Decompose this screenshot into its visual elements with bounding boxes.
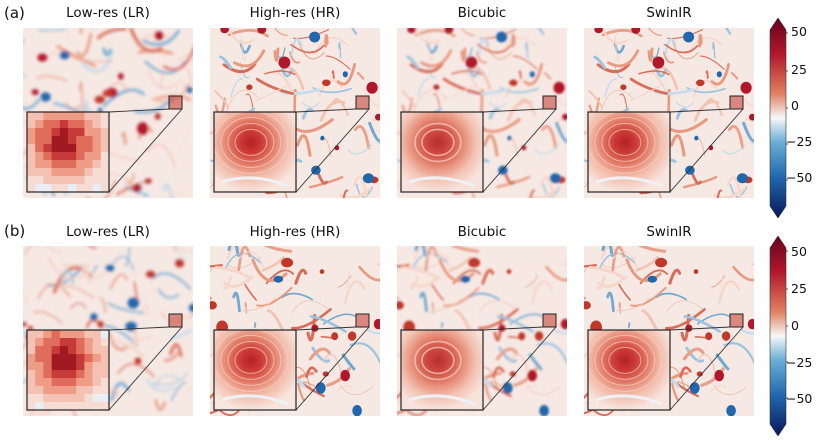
colorbar-b-tick-0: 0 xyxy=(791,318,799,333)
panel-image xyxy=(584,28,754,198)
panel-swinir-a xyxy=(584,28,754,198)
panel-lr-a xyxy=(23,28,193,198)
title-lr-a: Low-res (LR) xyxy=(66,5,150,21)
panel-image xyxy=(23,246,193,416)
title-bicubic-a: Bicubic xyxy=(457,5,507,21)
panel-hr-a xyxy=(210,28,380,198)
panel-lr-b xyxy=(23,246,193,416)
panel-bicubic-b xyxy=(397,246,567,416)
panel-image xyxy=(210,28,380,198)
panel-image xyxy=(23,28,193,198)
panel-bicubic-a xyxy=(397,28,567,198)
panel-image xyxy=(584,246,754,416)
colorbar-a-tick-m50: −50 xyxy=(786,170,813,185)
title-hr-b: High-res (HR) xyxy=(249,224,341,240)
colorbar-b xyxy=(768,235,789,440)
colorbar-a-tick-m25: −25 xyxy=(786,134,813,149)
colorbar-b-tick-25: 25 xyxy=(791,281,807,296)
colorbar-b-tick-50: 50 xyxy=(791,244,807,259)
title-hr-a: High-res (HR) xyxy=(249,5,341,21)
colorbar-a-tick-50: 50 xyxy=(791,24,807,39)
row-label-a: (a) xyxy=(4,4,25,22)
colorbar-gradient xyxy=(769,235,789,437)
panel-image xyxy=(397,28,567,198)
colorbar-a-tick-25: 25 xyxy=(791,62,807,77)
colorbar-b-tick-m50: −50 xyxy=(786,391,813,406)
colorbar-b-tick-m25: −25 xyxy=(786,355,813,370)
colorbar-gradient xyxy=(769,17,789,219)
title-lr-b: Low-res (LR) xyxy=(66,224,150,240)
title-swinir-a: SwinIR xyxy=(646,5,692,21)
panel-hr-b xyxy=(210,246,380,416)
colorbar-a xyxy=(768,17,789,222)
title-bicubic-b: Bicubic xyxy=(457,224,507,240)
row-label-b: (b) xyxy=(4,222,26,240)
title-swinir-b: SwinIR xyxy=(646,224,692,240)
panel-swinir-b xyxy=(584,246,754,416)
panel-image xyxy=(210,246,380,416)
colorbar-a-tick-0: 0 xyxy=(791,98,799,113)
panel-image xyxy=(397,246,567,416)
